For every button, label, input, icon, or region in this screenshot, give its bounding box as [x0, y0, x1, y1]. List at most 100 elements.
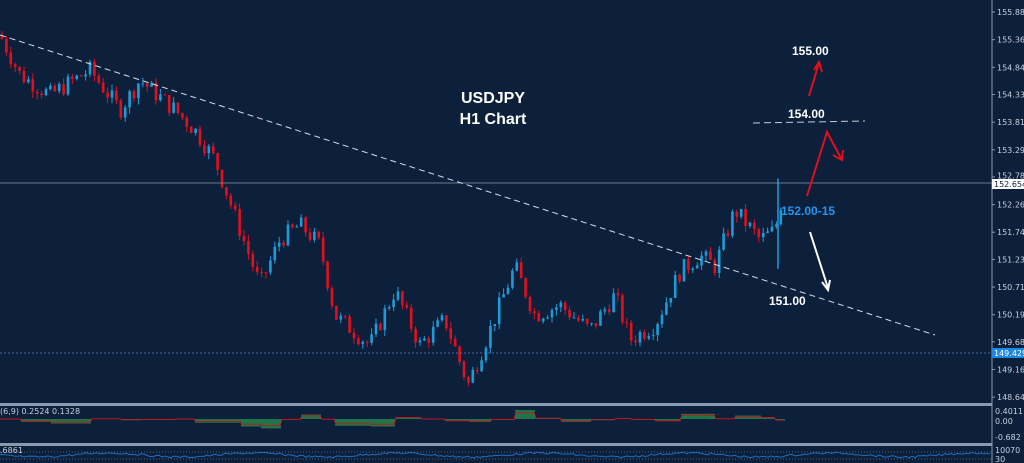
y-tick-label: 154.840	[997, 63, 1024, 72]
candle-body	[643, 332, 646, 339]
current-price-badge	[992, 179, 1024, 189]
candle-body	[396, 291, 400, 300]
candle-body	[775, 224, 778, 227]
candle-body	[326, 261, 329, 289]
candle-body	[502, 294, 505, 298]
candle-body	[141, 83, 145, 85]
candle-body	[31, 79, 35, 92]
y-tick-label: 152.260	[997, 201, 1024, 210]
candle-body	[379, 323, 382, 330]
candle-body	[585, 318, 589, 324]
candle-body	[471, 369, 475, 383]
candle-body	[621, 295, 624, 323]
candle-body	[53, 85, 57, 92]
macd-label: (6,9) 0.2524 0.1328	[0, 407, 80, 416]
panel-divider[interactable]	[0, 403, 992, 406]
candle-body	[409, 307, 413, 329]
candle-body	[123, 107, 127, 118]
candle-body	[269, 260, 272, 273]
candle-body	[612, 293, 615, 313]
candle-body	[163, 94, 167, 96]
candle-body	[594, 323, 598, 326]
trendline[interactable]	[0, 34, 936, 336]
candle-body	[145, 83, 149, 87]
candle-body	[154, 82, 158, 101]
candle-body	[528, 296, 532, 312]
candle-body	[568, 310, 571, 318]
candle-body	[431, 326, 435, 343]
candle-body	[511, 270, 514, 288]
candle-body	[321, 237, 325, 262]
candle-body	[731, 211, 734, 236]
candle-body	[295, 226, 299, 228]
candle-body	[669, 298, 673, 303]
candle-body	[27, 79, 30, 83]
candle-body	[44, 89, 48, 96]
macd-histogram	[0, 410, 785, 429]
candle-body	[537, 313, 541, 322]
candle-body	[18, 66, 21, 72]
y-tick-label: 149.680	[997, 338, 1024, 347]
candle-body	[766, 231, 769, 233]
candle-body	[343, 315, 347, 317]
candle-body	[57, 84, 61, 92]
resistance-line[interactable]	[752, 120, 866, 124]
candle-body	[317, 231, 321, 238]
osc-tick: 30	[995, 455, 1005, 463]
candle-body	[172, 102, 175, 113]
candle-body	[748, 222, 752, 226]
candle-body	[515, 262, 519, 271]
current-price-label: 152.654	[994, 180, 1024, 189]
oscillator-line	[0, 451, 991, 459]
candle-body	[352, 332, 356, 339]
candle-body	[238, 209, 241, 237]
candle-body	[0, 34, 4, 40]
panel-divider[interactable]	[0, 443, 992, 446]
candle-body	[739, 208, 743, 217]
candles	[0, 31, 783, 387]
candle-body	[203, 144, 206, 154]
candle-body	[524, 278, 527, 297]
candle-body	[308, 232, 312, 240]
candle-body	[75, 75, 79, 80]
candle-body	[5, 39, 8, 53]
candle-body	[691, 268, 695, 271]
label-zone: 152.00-15	[781, 204, 835, 218]
candle-body	[555, 307, 558, 310]
candle-body	[291, 224, 294, 228]
chart-subtitle: H1 Chart	[460, 111, 527, 128]
candle-body	[462, 361, 466, 378]
candle-body	[550, 309, 554, 318]
down-arrow-icon	[809, 231, 831, 293]
candle-body	[629, 322, 633, 341]
up-arrow-icon	[808, 59, 823, 97]
candle-body	[115, 90, 118, 101]
candle-body	[440, 315, 444, 321]
candle-body	[656, 323, 659, 336]
candle-body	[418, 340, 422, 343]
candle-body	[225, 187, 228, 196]
candle-body	[616, 293, 620, 296]
candle-body	[779, 209, 783, 225]
candle-body	[590, 323, 593, 325]
candle-body	[286, 224, 290, 246]
candle-body	[361, 341, 365, 344]
candle-body	[761, 232, 765, 238]
y-axis-ticks: 155.880 155.360 154.840 154.330 153.810 153.2…	[992, 8, 1024, 402]
candle-body	[264, 272, 268, 274]
candle-body	[84, 74, 87, 77]
candle-body	[506, 287, 510, 295]
candle-body	[484, 347, 488, 361]
candle-body	[304, 217, 307, 233]
candle-body	[313, 231, 316, 240]
candle-body	[665, 302, 668, 315]
candle-body	[634, 340, 637, 343]
y-tick-label: 151.740	[997, 228, 1024, 237]
candle-body	[242, 236, 246, 242]
candle-body	[559, 302, 563, 308]
candle-body	[607, 309, 611, 313]
candle-body	[194, 128, 197, 134]
candle-body	[660, 314, 664, 324]
